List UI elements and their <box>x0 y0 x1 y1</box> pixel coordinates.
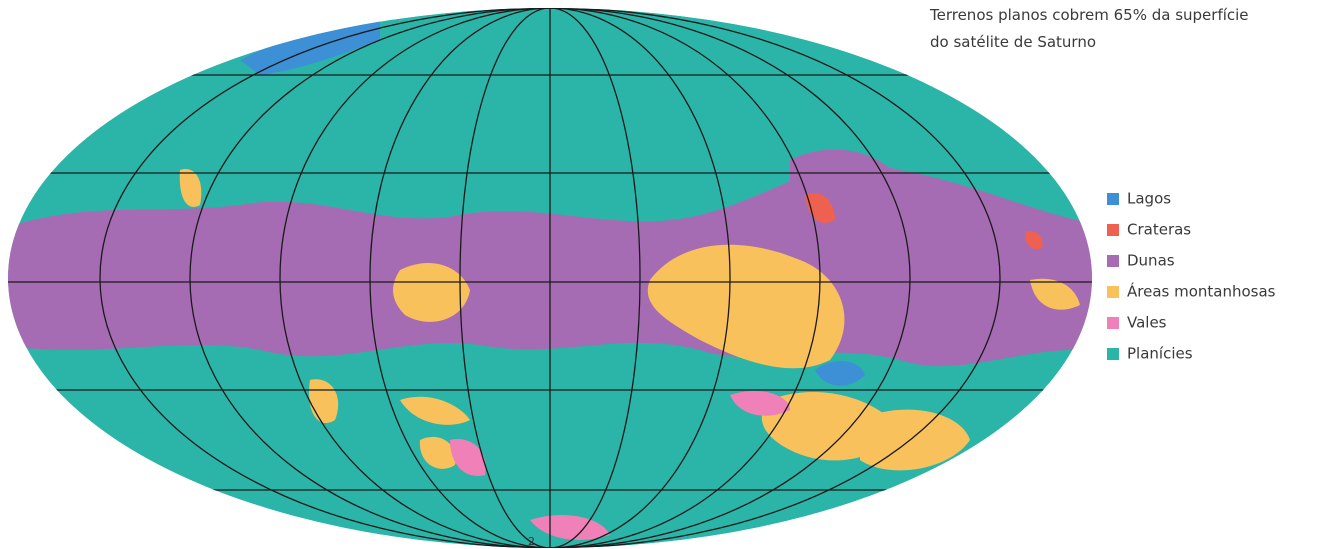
lake <box>240 15 380 75</box>
mountains <box>647 244 845 369</box>
meridian <box>99 8 1001 548</box>
legend-swatch <box>1107 317 1119 329</box>
legend-label: Áreas montanhosas <box>1127 282 1276 301</box>
legend: Lagos Crateras Dunas Áreas montanhosas Vales… <box>1107 190 1276 363</box>
mountains <box>1030 278 1080 310</box>
caption: Terrenos planos cobrem 65% da superfície <box>929 6 1249 24</box>
valleys <box>450 439 486 476</box>
legend-swatch <box>1107 224 1119 236</box>
legend-swatch <box>1107 286 1119 298</box>
meridian <box>369 8 731 548</box>
lake <box>815 360 865 386</box>
legend-label: Dunas <box>1127 252 1175 270</box>
meridian <box>189 8 911 548</box>
legend-label: Lagos <box>1127 190 1171 208</box>
valleys <box>730 390 790 416</box>
mountains <box>860 409 970 471</box>
legend-label: Planícies <box>1127 345 1193 363</box>
mountains <box>419 436 456 469</box>
legend-label: Vales <box>1127 314 1167 332</box>
crater <box>1024 230 1043 250</box>
meridian <box>279 8 821 548</box>
meridian <box>459 8 641 548</box>
mountains <box>400 396 470 425</box>
map <box>8 8 1092 548</box>
legend-swatch <box>1107 255 1119 267</box>
mountains <box>179 169 202 207</box>
page-mark: 2 <box>528 535 535 548</box>
legend-label: Crateras <box>1127 221 1191 239</box>
mountains <box>393 262 470 322</box>
caption: do satélite de Saturno <box>930 33 1096 51</box>
legend-swatch <box>1107 193 1119 205</box>
legend-swatch <box>1107 348 1119 360</box>
